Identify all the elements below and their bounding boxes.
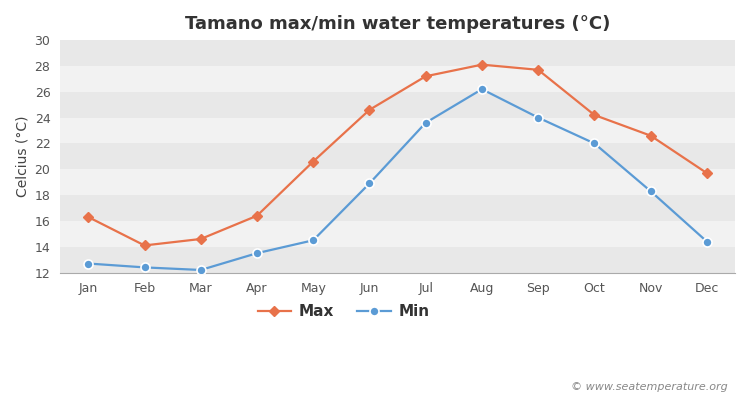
Bar [60, 169, 735, 195]
Legend: Max, Min: Max, Min [251, 298, 436, 325]
Bar [60, 221, 735, 247]
Bar [60, 247, 735, 272]
Bar [60, 144, 735, 169]
Bar [60, 66, 735, 92]
Y-axis label: Celcius (°C): Celcius (°C) [15, 116, 29, 197]
Bar [60, 92, 735, 118]
Title: Tamano max/min water temperatures (°C): Tamano max/min water temperatures (°C) [185, 15, 610, 33]
Text: © www.seatemperature.org: © www.seatemperature.org [571, 382, 728, 392]
Bar [60, 195, 735, 221]
Bar [60, 118, 735, 144]
Bar [60, 40, 735, 66]
